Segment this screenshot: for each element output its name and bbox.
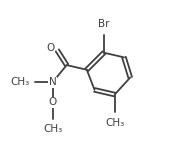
- Text: CH₃: CH₃: [43, 124, 62, 134]
- Text: Br: Br: [98, 19, 110, 29]
- Text: O: O: [46, 43, 54, 53]
- Text: N: N: [49, 77, 57, 87]
- Text: O: O: [49, 97, 57, 107]
- Text: CH₃: CH₃: [105, 118, 124, 128]
- Text: CH₃: CH₃: [10, 77, 29, 87]
